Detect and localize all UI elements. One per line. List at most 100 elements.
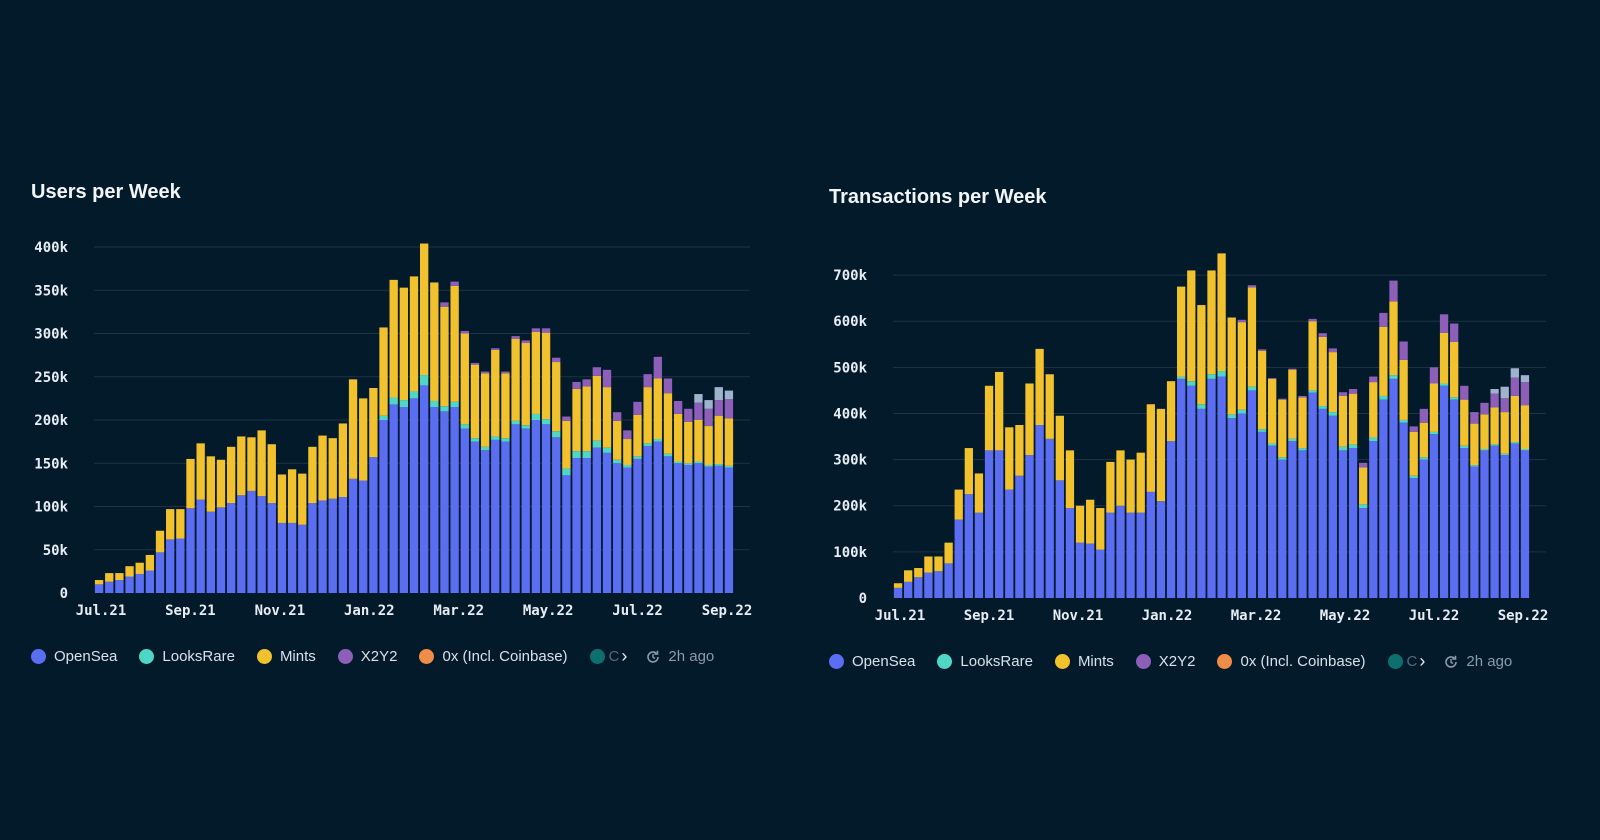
bar-segment-looksrare[interactable]: [541, 419, 551, 425]
bar-segment-looksrare[interactable]: [419, 375, 429, 386]
bar-segment-looksrare[interactable]: [1227, 414, 1236, 419]
bar-segment-mints[interactable]: [934, 556, 943, 572]
bar-segment-opensea[interactable]: [1247, 390, 1257, 598]
bar-segment-opensea[interactable]: [105, 581, 114, 593]
bar-segment-looksrare[interactable]: [1338, 446, 1348, 451]
bar-segment-x2y2[interactable]: [653, 356, 662, 379]
bar-segment-x2y2[interactable]: [1379, 312, 1388, 327]
bar-segment-opensea[interactable]: [226, 503, 236, 593]
bar-segment-mints[interactable]: [430, 282, 439, 401]
legend-item-mints[interactable]: Mints: [256, 648, 316, 665]
bar-segment-opensea[interactable]: [430, 407, 439, 593]
bar-segment-looksrare[interactable]: [1187, 381, 1196, 386]
bar-segment-mints[interactable]: [1348, 393, 1358, 445]
bar-segment-x2y2[interactable]: [1237, 319, 1246, 323]
bar-segment-opensea[interactable]: [1166, 441, 1176, 598]
bar-segment-mints[interactable]: [1197, 305, 1206, 405]
bar-segment-looksrare[interactable]: [430, 400, 439, 408]
bar-segment-looksrare[interactable]: [379, 415, 388, 420]
bar-segment-opensea[interactable]: [1439, 385, 1449, 598]
bar-segment-opensea[interactable]: [1480, 450, 1489, 598]
bar-segment-opensea[interactable]: [1338, 450, 1348, 598]
bar-segment-mints[interactable]: [1460, 399, 1469, 446]
bar-segment-mints[interactable]: [115, 573, 124, 581]
bar-segment-x2y2[interactable]: [541, 328, 551, 333]
bar-segment-x2y2[interactable]: [480, 371, 490, 374]
bar-segment-looksrare[interactable]: [1308, 390, 1317, 393]
bar-segment-opensea[interactable]: [318, 500, 327, 593]
bar-segment-mints[interactable]: [257, 430, 266, 497]
legend-item-opensea[interactable]: OpenSea: [31, 648, 117, 665]
bar-segment-looksrare[interactable]: [602, 447, 612, 453]
bar-segment-looksrare[interactable]: [389, 397, 398, 405]
bar-segment-opensea[interactable]: [1096, 549, 1105, 598]
bar-segment-opensea[interactable]: [663, 456, 673, 593]
bar-segment-opensea[interactable]: [176, 538, 185, 593]
bar-segment-x2y2[interactable]: [1257, 349, 1267, 351]
bar-segment-other[interactable]: [694, 394, 703, 403]
bar-segment-mints[interactable]: [1450, 341, 1459, 398]
bar-segment-opensea[interactable]: [653, 441, 662, 593]
bar-segment-opensea[interactable]: [1470, 466, 1479, 598]
bar-segment-x2y2[interactable]: [1419, 408, 1428, 423]
bar-segment-opensea[interactable]: [1177, 378, 1186, 598]
bar-segment-opensea[interactable]: [714, 465, 723, 593]
bar-segment-mints[interactable]: [450, 285, 459, 402]
bar-segment-opensea[interactable]: [1045, 438, 1054, 598]
bar-segment-x2y2[interactable]: [1298, 395, 1307, 398]
bar-segment-x2y2[interactable]: [1490, 393, 1499, 408]
legend-item-mints[interactable]: Mints: [1054, 653, 1114, 670]
bar-segment-looksrare[interactable]: [1207, 374, 1216, 379]
bar-segment-mints[interactable]: [226, 446, 236, 504]
bar-segment-mints[interactable]: [995, 371, 1004, 451]
bar-segment-opensea[interactable]: [1409, 478, 1418, 598]
bar-segment-mints[interactable]: [893, 583, 903, 588]
bar-segment-looksrare[interactable]: [1419, 457, 1428, 460]
bar-segment-looksrare[interactable]: [572, 451, 581, 459]
bar-segment-x2y2[interactable]: [1480, 402, 1489, 415]
bar-segment-mints[interactable]: [1409, 431, 1418, 476]
bar-segment-x2y2[interactable]: [623, 430, 632, 440]
bar-segment-mints[interactable]: [308, 446, 317, 504]
bar-segment-looksrare[interactable]: [724, 465, 734, 468]
bar-segment-mints[interactable]: [1470, 423, 1479, 466]
bar-segment-opensea[interactable]: [338, 496, 348, 593]
bar-segment-opensea[interactable]: [186, 508, 195, 593]
bar-segment-opensea[interactable]: [1450, 399, 1459, 598]
bar-segment-opensea[interactable]: [399, 407, 409, 593]
bar-segment-opensea[interactable]: [440, 411, 449, 593]
bar-segment-mints[interactable]: [501, 373, 510, 439]
bar-segment-looksrare[interactable]: [663, 453, 673, 457]
bar-segment-mints[interactable]: [562, 420, 571, 469]
bar-segment-mints[interactable]: [1379, 326, 1388, 396]
bar-segment-opensea[interactable]: [1086, 543, 1095, 598]
bar-segment-opensea[interactable]: [1399, 422, 1408, 598]
bar-segment-mints[interactable]: [1439, 332, 1449, 384]
bar-segment-looksrare[interactable]: [1450, 397, 1459, 400]
bar-segment-mints[interactable]: [592, 375, 602, 441]
bar-segment-x2y2[interactable]: [663, 378, 673, 394]
bar-segment-looksrare[interactable]: [1439, 383, 1449, 386]
bar-segment-mints[interactable]: [155, 530, 165, 553]
bar-segment-looksrare[interactable]: [501, 438, 510, 442]
bar-segment-mints[interactable]: [633, 414, 642, 457]
bar-segment-opensea[interactable]: [196, 499, 205, 593]
bar-segment-x2y2[interactable]: [470, 362, 480, 365]
bar-segment-mints[interactable]: [673, 413, 683, 462]
bar-segment-mints[interactable]: [1288, 369, 1297, 439]
bar-segment-x2y2[interactable]: [684, 408, 693, 422]
bar-segment-opensea[interactable]: [1298, 450, 1307, 598]
bar-segment-opensea[interactable]: [1268, 445, 1277, 598]
bar-segment-opensea[interactable]: [389, 404, 398, 593]
bar-segment-x2y2[interactable]: [562, 416, 571, 421]
bar-segment-x2y2[interactable]: [1429, 367, 1439, 384]
bar-segment-opensea[interactable]: [1460, 448, 1469, 598]
bar-segment-opensea[interactable]: [257, 496, 266, 593]
bar-segment-mints[interactable]: [247, 437, 256, 491]
bar-segment-opensea[interactable]: [470, 441, 480, 593]
bar-segment-x2y2[interactable]: [714, 400, 723, 416]
bar-segment-looksrare[interactable]: [633, 456, 642, 459]
bar-segment-x2y2[interactable]: [592, 367, 602, 376]
bar-segment-opensea[interactable]: [984, 450, 994, 598]
bar-segment-opensea[interactable]: [914, 577, 923, 598]
